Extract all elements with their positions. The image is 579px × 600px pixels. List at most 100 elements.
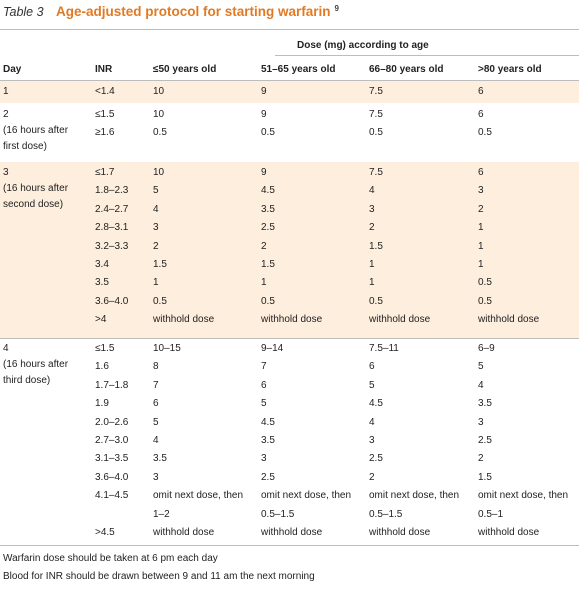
footer-note-2: Blood for INR should be drawn between 9 …	[3, 571, 315, 582]
dose-cell: 0.5–1.5	[261, 508, 295, 520]
dose-cell: 6	[261, 379, 267, 391]
dose-cell: 5	[261, 398, 267, 410]
day3-day-number: 3	[3, 167, 9, 178]
dose-cell: 4	[478, 379, 484, 391]
dose-cell: 0.5	[153, 127, 167, 139]
inr-cell: 3.2–3.3	[95, 240, 129, 252]
dose-cell: 4.5	[369, 398, 383, 410]
dose-cell: 0.5	[369, 127, 383, 139]
inr-cell: 3.4	[95, 259, 109, 270]
dose-cell: 6	[478, 167, 484, 178]
table-title: Age-adjusted protocol for starting warfa…	[56, 4, 339, 19]
header-divider	[0, 80, 579, 81]
dose-cell: 10	[153, 109, 165, 120]
inr-cell: >4.5	[95, 527, 115, 538]
dose-cell: 3.5	[261, 435, 275, 446]
dose-cell: 1	[369, 277, 375, 289]
dose-cell: 4.5	[261, 185, 275, 197]
dose-cell: 2	[153, 240, 159, 252]
dose-cell: omit next dose, then	[261, 490, 352, 502]
dose-cell: 4	[153, 203, 159, 215]
dose-cell: 4	[153, 435, 159, 446]
inr-cell: 2.7–3.0	[95, 435, 129, 446]
dose-cell: 3	[369, 203, 375, 215]
inr-cell: 1.9	[95, 398, 109, 410]
dose-cell: 7	[261, 361, 267, 373]
dose-cell: 0.5	[153, 295, 167, 307]
dose-cell: 5	[153, 416, 159, 428]
column-header-age-51-65: 51–65 years old	[261, 64, 336, 75]
table-title-bar: Table 3 Age-adjusted protocol for starti…	[0, 0, 579, 26]
inr-cell: 4.1–4.5	[95, 490, 129, 502]
dose-cell: 1.5	[369, 240, 383, 252]
dose-cell: 10–15	[153, 343, 181, 354]
dose-cell: 0.5	[478, 127, 492, 139]
dose-cell: 3.5	[153, 453, 167, 465]
dose-cell: 2.5	[369, 453, 383, 465]
inr-cell: <1.4	[95, 86, 115, 97]
dose-cell: 3	[153, 471, 159, 483]
dose-cell: 7.5–11	[369, 343, 399, 354]
dose-cell: withhold dose	[153, 527, 215, 538]
table-title-text: Age-adjusted protocol for starting warfa…	[56, 4, 331, 19]
dose-cell: 1	[261, 277, 267, 289]
dose-cell: 1–2	[153, 508, 170, 520]
inr-cell: ≤1.5	[95, 109, 115, 120]
table-label: Table 3	[3, 5, 44, 19]
dose-cell: 0.5	[261, 127, 275, 139]
inr-cell: 2.8–3.1	[95, 222, 129, 234]
dose-cell: 2	[369, 471, 375, 483]
dose-cell: 0.5	[478, 295, 492, 307]
dose-cell: 2	[478, 453, 484, 465]
dose-cell: omit next dose, then	[153, 490, 244, 502]
dose-cell: 3	[153, 222, 159, 234]
dose-cell: 6–9	[478, 343, 495, 354]
inr-cell: 2.4–2.7	[95, 203, 129, 215]
dose-cell: 4	[369, 185, 375, 197]
column-header-age-80: >80 years old	[478, 64, 542, 75]
dose-cell: 2.5	[261, 471, 275, 483]
day4-day-note: (16 hours after third dose)	[3, 359, 69, 386]
table-bottom-divider	[0, 545, 579, 546]
dose-cell: 9–14	[261, 343, 284, 354]
title-reference: 9	[334, 4, 339, 13]
inr-cell: >4	[95, 314, 107, 326]
dose-cell: 10	[153, 167, 165, 178]
inr-cell: ≤1.5	[95, 343, 115, 354]
dose-cell: 1	[478, 259, 484, 270]
inr-cell: 3.1–3.5	[95, 453, 129, 465]
inr-cell: 3.5	[95, 277, 109, 289]
dose-cell: omit next dose, then	[369, 490, 460, 502]
dose-cell: withhold dose	[261, 314, 323, 326]
inr-cell: 2.0–2.6	[95, 416, 129, 428]
dose-cell: 7.5	[369, 109, 383, 120]
dose-cell: 1.5	[261, 259, 275, 270]
dose-cell: 9	[261, 86, 267, 97]
column-header-age-50: ≤50 years old	[153, 64, 217, 75]
inr-cell: 1.7–1.8	[95, 379, 129, 391]
dose-cell: 0.5	[261, 295, 275, 307]
dose-cell: 3.5	[261, 203, 275, 215]
column-header-inr: INR	[95, 64, 113, 75]
dose-cell: 4.5	[261, 416, 275, 428]
dose-cell: 0.5	[369, 295, 383, 307]
dose-cell: omit next dose, then	[478, 490, 569, 502]
dose-cell: 1.5	[153, 259, 167, 270]
inr-cell: ≤1.7	[95, 167, 115, 178]
dose-cell: 10	[153, 86, 165, 97]
dose-cell: 1	[369, 259, 375, 270]
dose-cell: 7.5	[369, 167, 383, 178]
day4-day-number: 4	[3, 343, 9, 354]
dose-cell: 3	[261, 453, 267, 465]
footer-note-1: Warfarin dose should be taken at 6 pm ea…	[3, 553, 218, 564]
dose-cell: 2.5	[478, 435, 492, 446]
dose-cell: 4	[369, 416, 375, 428]
inr-cell: 3.6–4.0	[95, 471, 129, 483]
day2-day-note: (16 hours after first dose)	[3, 125, 69, 152]
dose-cell: 9	[261, 109, 267, 120]
inr-cell: 3.6–4.0	[95, 295, 129, 307]
dose-cell: 6	[478, 86, 484, 97]
dose-cell: 1	[478, 240, 484, 252]
dose-cell: 9	[261, 167, 267, 178]
dose-header: Dose (mg) according to age	[297, 40, 429, 51]
